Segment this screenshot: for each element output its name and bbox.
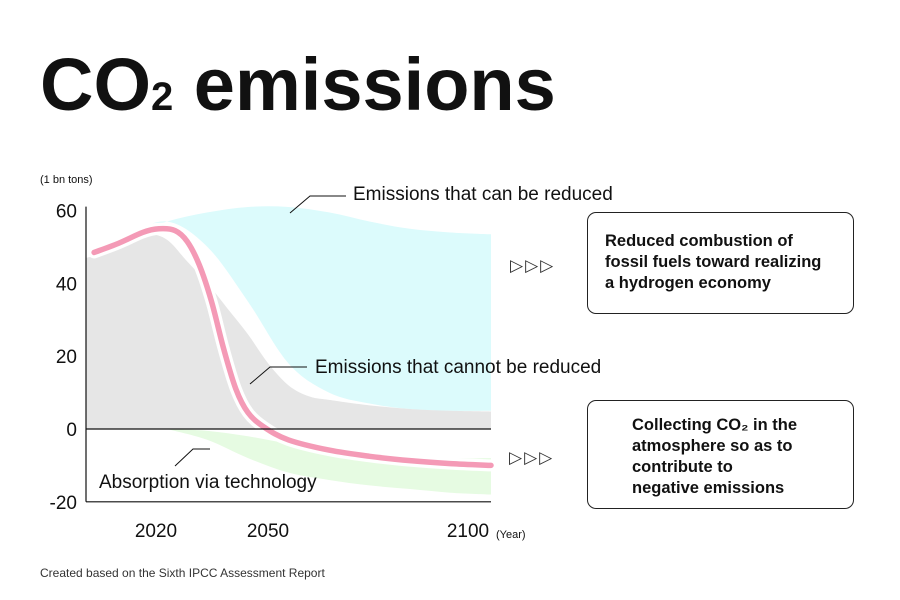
callout-box-capture: Collecting CO₂ in the atmosphere so as t…	[587, 400, 854, 509]
y-tick-label: 20	[56, 347, 77, 368]
arrow-indicator: ▷▷▷	[509, 448, 555, 468]
arrow-indicator: ▷▷▷	[510, 256, 556, 276]
y-tick-label: -20	[50, 493, 77, 514]
annotation-reducible: Emissions that can be reduced	[353, 184, 613, 205]
x-tick-label: 2100	[447, 521, 489, 542]
annotation-irreducible: Emissions that cannot be reduced	[315, 357, 601, 378]
reducible-emissions-area	[94, 206, 491, 411]
y-tick-label: 40	[56, 274, 77, 295]
leader-line	[289, 195, 346, 214]
leader-line	[174, 448, 210, 467]
y-unit-label: (1 bn tons)	[40, 174, 93, 186]
leader-line	[249, 366, 307, 385]
callout-line: Collecting CO₂ in the	[632, 416, 797, 434]
callout-line: a hydrogen economy	[605, 274, 771, 292]
callout-box-reduce: Reduced combustion of fossil fuels towar…	[587, 212, 854, 314]
x-tick-label: 2050	[247, 521, 289, 542]
annotation-absorption: Absorption via technology	[99, 472, 317, 493]
callout-line: Reduced combustion of	[605, 232, 793, 250]
page-title: CO2 emissions	[40, 43, 556, 126]
source-note: Created based on the Sixth IPCC Assessme…	[40, 566, 325, 580]
callout-line: fossil fuels toward realizing	[605, 253, 822, 271]
x-unit-label: (Year)	[496, 529, 526, 541]
irreducible-emissions-area	[86, 234, 491, 429]
net-emissions-line	[91, 225, 494, 469]
absorption-area	[167, 429, 491, 495]
x-tick-label: 2020	[135, 521, 177, 542]
callout-line: atmosphere so as to	[632, 437, 793, 455]
y-tick-label: 60	[56, 202, 77, 223]
callout-line: contribute to	[632, 458, 733, 476]
callout-line: negative emissions	[632, 479, 785, 497]
y-tick-label: 0	[66, 420, 77, 441]
